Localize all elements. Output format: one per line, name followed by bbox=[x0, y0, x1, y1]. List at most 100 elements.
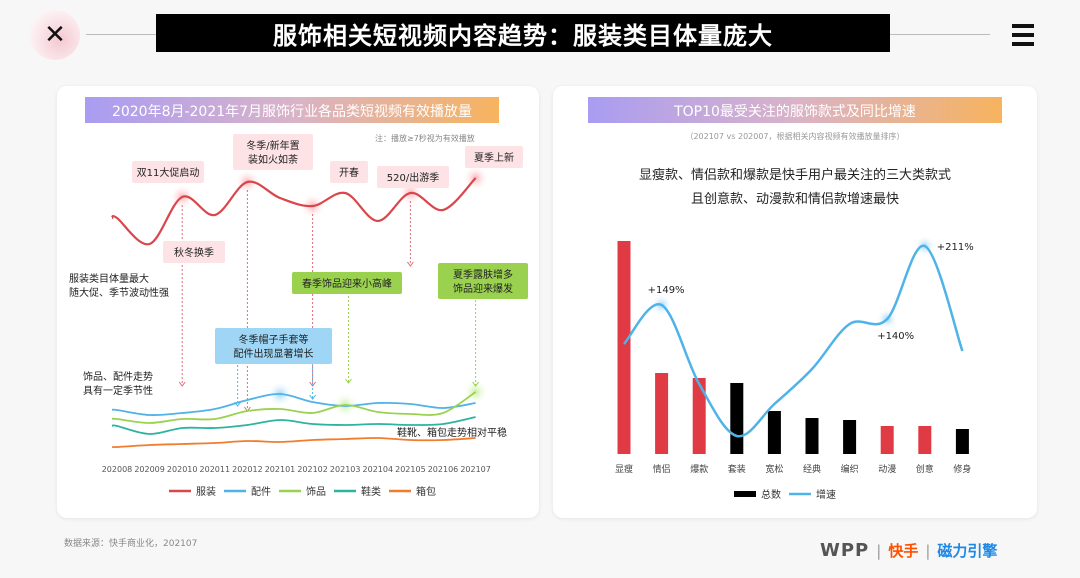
bar-创意 bbox=[918, 426, 932, 454]
growth-label-chuangyi: +211% bbox=[937, 242, 974, 253]
event-label-5-box bbox=[377, 166, 449, 188]
close-button[interactable]: ✕ bbox=[30, 10, 80, 60]
event-label-2: 秋冬换季 bbox=[174, 246, 214, 259]
event-label-5: 520/出游季 bbox=[387, 171, 439, 184]
series-line-箱包 bbox=[111, 437, 476, 449]
green-label-1-box bbox=[292, 272, 402, 294]
legend-label-配件: 配件 bbox=[251, 486, 271, 498]
growth-label-qinglv: +149% bbox=[648, 285, 685, 296]
x-tick-动漫: 动漫 bbox=[878, 463, 896, 475]
blue-label-1-box bbox=[215, 328, 332, 364]
right-chart: TOP10最受关注的服饰款式及同比增速 （202107 vs 202007，根据… bbox=[588, 97, 1002, 501]
x-tick-202101: 202101 bbox=[265, 465, 296, 474]
green-label-2: 夏季露肤增多 bbox=[453, 268, 513, 281]
panel-right: TOP10最受关注的服饰款式及同比增速 （202107 vs 202007，根据… bbox=[553, 86, 1037, 518]
x-tick-显瘦: 显瘦 bbox=[615, 463, 633, 475]
event-label-6-box bbox=[465, 146, 523, 168]
brand-logos: WPP | 快手 | 磁力引擎 bbox=[820, 540, 998, 561]
cili-logo: 磁力引擎 bbox=[937, 542, 998, 560]
wpp-logo: WPP bbox=[820, 540, 870, 561]
right-description-line1: 显瘦款、情侣款和爆款是快手用户最关注的三大类款式 bbox=[639, 167, 951, 183]
event-label-4-box bbox=[330, 161, 368, 183]
growth-label-dongman: +140% bbox=[877, 331, 914, 342]
right-chart-title: TOP10最受关注的服饰款式及同比增速 bbox=[673, 104, 916, 120]
x-tick-202102: 202102 bbox=[297, 465, 328, 474]
note-clothing-line2: 随大促、季节波动性强 bbox=[69, 286, 169, 299]
event-label-4: 开春 bbox=[339, 167, 359, 179]
left-chart: 2020年8月-2021年7月服饰行业各品类短视频有效播放量 注：播放≥7秒视为… bbox=[69, 97, 528, 498]
x-tick-202103: 202103 bbox=[330, 465, 361, 474]
legend-swatch-total bbox=[734, 491, 756, 497]
legend-label-箱包: 箱包 bbox=[416, 485, 436, 498]
event-label-3: 冬季/新年置 bbox=[246, 139, 299, 152]
x-tick-202106: 202106 bbox=[428, 465, 459, 474]
arrow-head bbox=[407, 261, 414, 267]
legend-label-服装: 服装 bbox=[196, 485, 216, 498]
bar-经典 bbox=[805, 418, 819, 454]
header-divider-right bbox=[890, 34, 990, 35]
note-clothing-line1: 服装类目体量最大 bbox=[69, 272, 149, 285]
blue-label-1: 配件出现显著增长 bbox=[234, 347, 314, 360]
left-chart-title: 2020年8月-2021年7月服饰行业各品类短视频有效播放量 bbox=[112, 104, 472, 120]
green-label-1: 春季饰品迎来小高峰 bbox=[302, 277, 392, 290]
left-chart-note: 注：播放≥7秒视为有效播放 bbox=[375, 133, 475, 143]
header-divider-left bbox=[86, 34, 156, 35]
note-bags: 鞋靴、箱包走势相对平稳 bbox=[397, 426, 507, 439]
left-title-bg bbox=[85, 97, 499, 123]
bar-爆款 bbox=[692, 378, 706, 454]
series-line-服装 bbox=[110, 177, 477, 246]
x-tick-202012: 202012 bbox=[232, 465, 263, 474]
right-description-line2: 且创意款、动漫款和情侣款增速最快 bbox=[691, 191, 899, 207]
green-label-2: 饰品迎来爆发 bbox=[453, 282, 513, 295]
bar-修身 bbox=[955, 429, 969, 454]
event-label-1: 双11大促启动 bbox=[137, 166, 200, 179]
x-tick-202008: 202008 bbox=[102, 465, 133, 474]
event-label-3-box bbox=[233, 134, 313, 170]
note-accessories-line2: 具有一定季节性 bbox=[83, 384, 153, 397]
x-tick-宽松: 宽松 bbox=[765, 463, 783, 475]
x-tick-202010: 202010 bbox=[167, 465, 198, 474]
x-tick-202104: 202104 bbox=[363, 465, 394, 474]
page-title: 服饰相关短视频内容趋势：服装类目体量庞大 bbox=[156, 14, 890, 52]
close-icon: ✕ bbox=[44, 20, 66, 50]
arrow-head bbox=[345, 378, 352, 384]
panel-left: 2020年8月-2021年7月服饰行业各品类短视频有效播放量 注：播放≥7秒视为… bbox=[57, 86, 539, 518]
arrow-head bbox=[309, 394, 316, 400]
x-tick-202011: 202011 bbox=[200, 465, 231, 474]
x-tick-编织: 编织 bbox=[841, 463, 859, 475]
x-tick-情侣: 情侣 bbox=[653, 463, 671, 475]
data-source: 数据来源：快手商业化，202107 bbox=[64, 539, 198, 549]
series-line-配件 bbox=[111, 393, 476, 416]
legend-label-饰品: 饰品 bbox=[306, 485, 326, 498]
x-tick-经典: 经典 bbox=[803, 463, 821, 475]
note-accessories-line1: 饰品、配件走势 bbox=[83, 370, 153, 383]
x-tick-爆款: 爆款 bbox=[690, 463, 708, 475]
bar-编织 bbox=[843, 420, 857, 454]
highlight-glow bbox=[462, 165, 489, 191]
bar-宽松 bbox=[767, 411, 781, 454]
bar-显瘦 bbox=[617, 241, 631, 454]
x-tick-修身: 修身 bbox=[953, 463, 971, 475]
x-tick-套装: 套装 bbox=[728, 463, 746, 475]
bar-情侣 bbox=[655, 373, 669, 454]
series-line-鞋类 bbox=[111, 416, 476, 435]
legend-label-total: 总数 bbox=[761, 488, 781, 501]
menu-icon[interactable] bbox=[1012, 24, 1034, 48]
x-tick-202107: 202107 bbox=[460, 465, 491, 474]
arrow-head bbox=[178, 381, 186, 387]
blue-label-1: 冬季帽子手套等 bbox=[239, 333, 309, 346]
bar-套装 bbox=[730, 383, 744, 454]
right-title-bg bbox=[588, 97, 1002, 123]
bar-动漫 bbox=[880, 426, 894, 454]
event-label-6: 夏季上新 bbox=[474, 151, 514, 164]
event-label-1-box bbox=[132, 161, 204, 183]
right-chart-subtitle: （202107 vs 202007，根据相关内容视频有效播放量排序） bbox=[685, 131, 904, 141]
growth-line bbox=[623, 244, 964, 438]
x-tick-202009: 202009 bbox=[134, 465, 165, 474]
kuaishou-logo: 快手 bbox=[888, 542, 919, 560]
x-tick-202105: 202105 bbox=[395, 465, 426, 474]
arrow-head bbox=[472, 381, 479, 387]
x-tick-创意: 创意 bbox=[916, 463, 934, 475]
series-line-饰品 bbox=[111, 391, 477, 424]
green-label-2-box bbox=[438, 263, 528, 299]
